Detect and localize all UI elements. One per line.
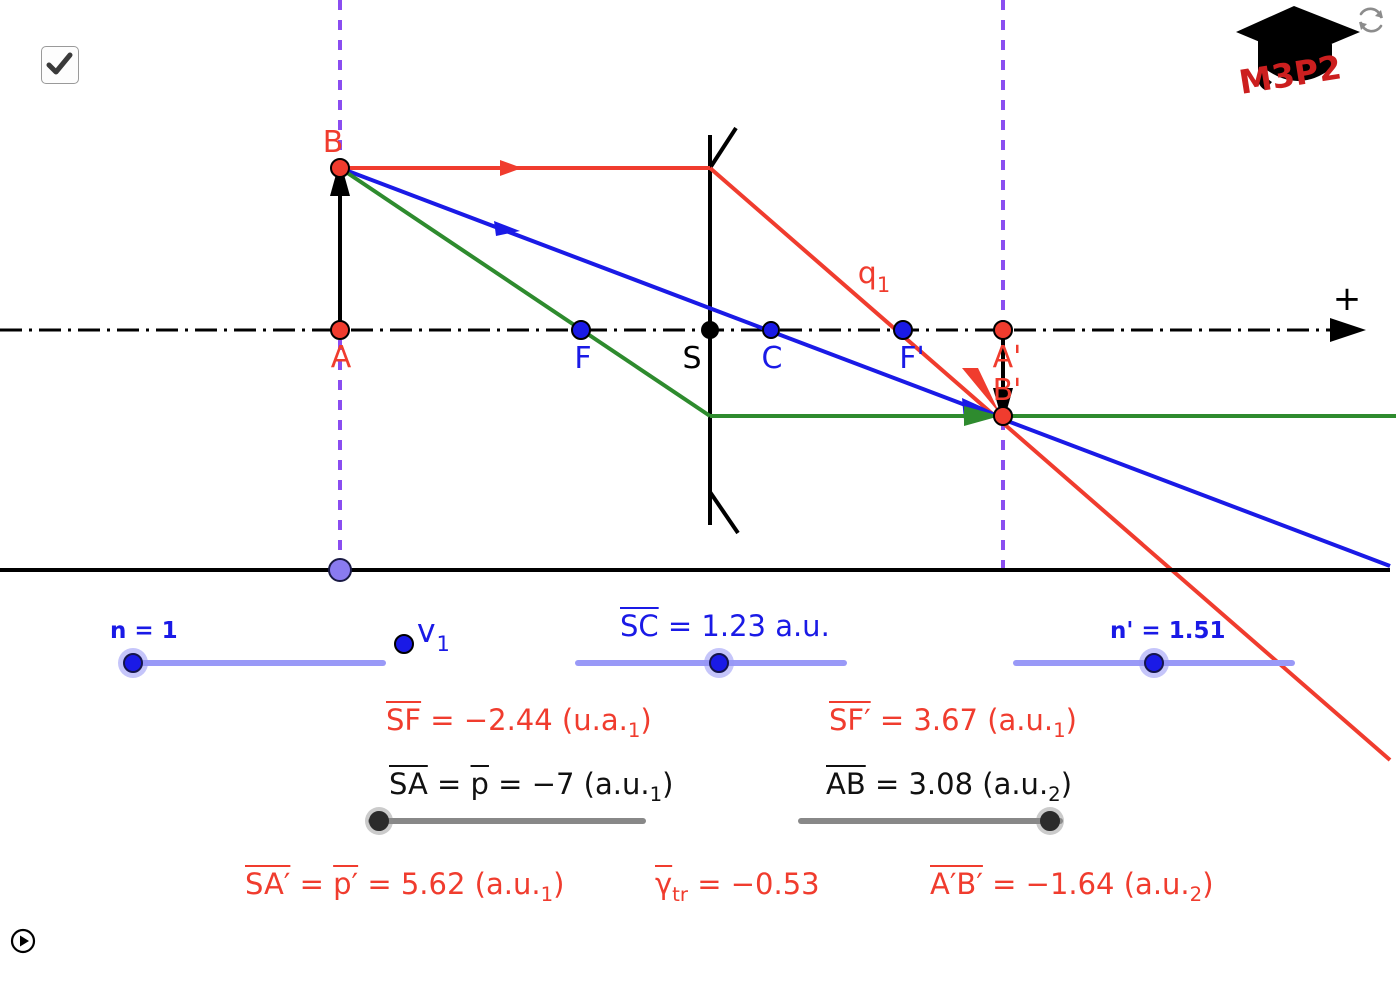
slider-label-SC-rest: = 1.23 a.u. [658,609,830,643]
point-C [762,321,780,339]
readout-SA-prime-p-overline: p′ [333,867,359,901]
slider-AB-knob[interactable] [1039,811,1060,831]
readout-AB: AB = 3.08 (a.u.2) [826,770,1072,805]
readout-SF-overline: SF [386,703,422,737]
animation-play-button[interactable] [10,928,36,954]
graduation-cap-icon [1236,6,1360,90]
readout-gamma-sub: tr [672,882,688,906]
point-B[interactable] [330,158,350,178]
readout-SA-p-overline: p [470,767,489,801]
axis-plus-label: + [1333,279,1362,319]
readout-ApBp-sub: 2 [1189,882,1203,906]
readout-ApBp: A′B′ = −1.64 (a.u.2) [930,870,1214,905]
object-arrow-AB[interactable] [330,160,350,330]
point-label-S: S [682,341,701,376]
readout-SA-tail: ) [662,767,674,801]
point-label-C: C [762,341,783,376]
readout-SA-prime-tail: ) [553,867,565,901]
slider-n-prime-knob[interactable] [1144,653,1164,673]
slider-SC[interactable] [575,646,847,680]
slider-SC-knob[interactable] [709,653,730,673]
point-V1[interactable]: V1 [392,624,452,658]
readout-SA: SA = p = −7 (a.u.1) [389,770,673,805]
object-position-handle[interactable] [328,558,352,582]
readout-SF-rest: = −2.44 (u.a. [421,703,628,737]
readout-SA-prime: SA′ = p′ = 5.62 (a.u.1) [245,870,564,905]
slider-SA[interactable] [368,804,646,838]
readout-ApBp-rest: = −1.64 (a.u. [982,867,1190,901]
slider-n-track[interactable] [128,660,386,666]
checkmark-icon [46,52,73,75]
readout-SF-prime-sub: 1 [1053,718,1066,742]
point-label-A: A [331,340,352,375]
slider-label-SC: SC = 1.23 a.u. [620,612,830,641]
readout-gamma-tr: γtr = −0.53 [655,870,820,905]
readout-AB-tail: ) [1060,767,1073,801]
slider-n-prime[interactable] [1013,646,1295,680]
readout-SF-prime-tail: ) [1065,703,1077,737]
readout-ApBp-overline: A′B′ [930,867,983,901]
point-F-prime [893,320,913,340]
slider-SA-knob[interactable] [369,811,390,831]
point-S [701,321,719,339]
logo-text: M3P2 [1236,47,1344,102]
readout-ApBp-tail: ) [1202,867,1214,901]
slider-AB[interactable] [798,804,1063,838]
readout-SA-pre: = [427,767,471,801]
point-label-B: B [323,125,344,160]
slider-label-n: n = 1 [110,618,178,644]
m3p2-logo: M3P2 [1232,2,1364,102]
readout-SF-prime: SF′ = 3.67 (a.u.1) [829,706,1077,741]
reset-view-button[interactable] [1355,4,1387,36]
readout-SF-prime-rest: = 3.67 (a.u. [870,703,1054,737]
optical-axis [0,318,1366,342]
slider-SA-track[interactable] [368,818,646,824]
readout-AB-overline: AB [826,767,866,801]
readout-SA-overline: SA [389,767,428,801]
slider-AB-track[interactable] [798,818,1063,824]
slider-label-n-prime: n' = 1.51 [1110,618,1226,644]
point-F [571,320,591,340]
ray-green [338,166,1396,426]
readout-gamma-overline: γ [655,867,673,901]
svg-text:V1: V1 [416,624,450,656]
readout-SF-tail: ) [640,703,652,737]
point-label-B-prime: B' [993,373,1022,408]
ray-blue [339,166,1391,568]
readout-SA-prime-overline: SA′ [245,867,291,901]
ray-label-q1: q1 [858,256,890,297]
readout-SA-prime-pre: = [290,867,334,901]
slider-n-knob[interactable] [123,653,144,673]
bottom-axis-line[interactable] [0,558,1390,582]
readout-SA-prime-rest: = 5.62 (a.u. [358,867,541,901]
point-label-A-prime: A' [993,340,1022,375]
refresh-icon [1359,7,1383,33]
readout-SA-rest: = −7 (a.u. [488,767,650,801]
point-label-F-prime: F' [899,341,925,376]
readout-SF: SF = −2.44 (u.a.1) [386,706,652,741]
slider-label-SC-overline: SC [620,609,659,643]
readout-SF-prime-overline: SF′ [829,703,871,737]
play-circle-icon [10,928,36,954]
readout-AB-rest: = 3.08 (a.u. [865,767,1049,801]
point-A-prime [993,320,1013,340]
readout-gamma-rest: = −0.53 [688,867,820,901]
readout-SF-sub: 1 [627,718,641,742]
readout-AB-sub: 2 [1048,782,1061,806]
show-construction-checkbox[interactable] [41,46,79,84]
svg-text:M3P2: M3P2 [1236,47,1344,102]
point-A[interactable] [330,320,350,340]
readout-SA-sub: 1 [649,782,663,806]
readout-SA-prime-sub: 1 [540,882,554,906]
point-label-F: F [574,341,591,376]
point-B-prime [993,406,1013,426]
slider-n[interactable] [123,646,386,680]
